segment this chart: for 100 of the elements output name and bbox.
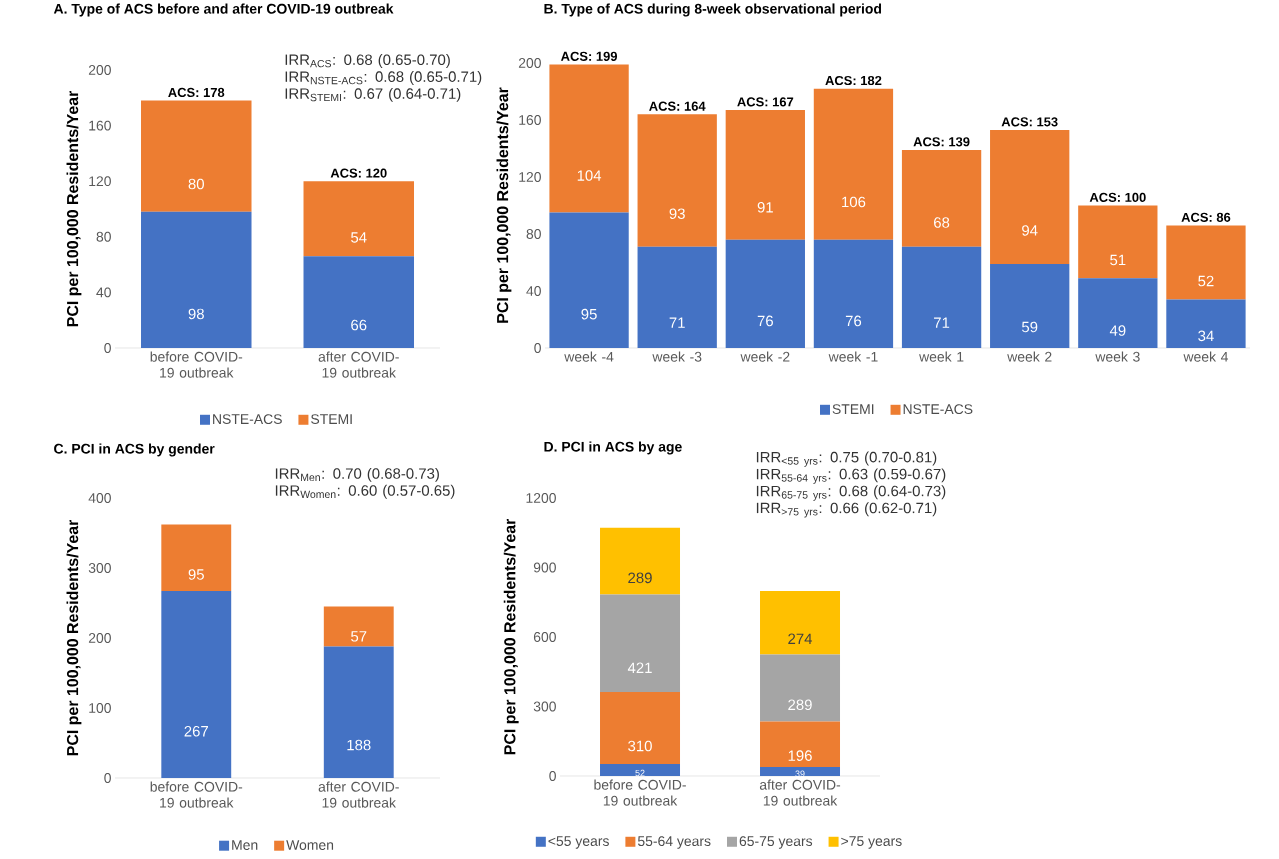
bar bbox=[990, 129, 1070, 264]
bar bbox=[549, 212, 629, 348]
bar bbox=[1166, 299, 1246, 348]
x-tick-label: before COVID-19 outbreak bbox=[150, 781, 243, 808]
data-label: 71 bbox=[669, 317, 685, 328]
total-label: ACS: 100 bbox=[1089, 192, 1146, 202]
y-tick-label: 80 bbox=[96, 231, 111, 242]
y-tick-label: 0 bbox=[104, 773, 111, 783]
annotation: IRR$_{>75 yrs}$: 0.66 (0.62-0.71) bbox=[756, 502, 937, 518]
data-label: 289 bbox=[628, 572, 652, 584]
annotation: IRR$_{STEMI}$: 0.67 (0.64-0.71) bbox=[285, 87, 461, 102]
total-label: ACS: 199 bbox=[560, 51, 617, 61]
y-tick-label: 80 bbox=[526, 229, 541, 239]
y-tick-label: 200 bbox=[88, 633, 111, 643]
bar bbox=[600, 527, 681, 595]
data-label: 59 bbox=[1021, 321, 1038, 333]
bar bbox=[901, 149, 982, 247]
y-tick-label: 40 bbox=[96, 287, 111, 298]
y-tick-label: 0 bbox=[104, 343, 111, 353]
data-label: 52 bbox=[635, 769, 645, 777]
bar bbox=[549, 64, 629, 213]
data-label: 95 bbox=[188, 569, 204, 580]
annotation: IRR$_{Women}$: 0.60 (0.57-0.65) bbox=[275, 484, 455, 499]
bar bbox=[990, 263, 1070, 348]
legend-label: STEMI bbox=[832, 404, 874, 415]
data-label: 80 bbox=[188, 178, 204, 190]
y-axis-title: PCI per 100,000 Residents/Year bbox=[66, 519, 82, 756]
total-label: ACS: 139 bbox=[913, 137, 970, 147]
data-label: 54 bbox=[351, 232, 367, 243]
bar bbox=[323, 606, 394, 647]
legend-label: STEMI bbox=[311, 414, 352, 425]
y-tick-label: 300 bbox=[533, 701, 556, 712]
x-tick-label: week -4 bbox=[564, 351, 614, 362]
x-tick-label: week 1 bbox=[919, 351, 964, 362]
text: IRR$_{55-64 yrs}$: 0.63 (0.59-0.67) bbox=[756, 468, 946, 484]
data-label: 76 bbox=[845, 315, 862, 327]
legend-label: 55-64 years bbox=[637, 836, 711, 849]
legend-label: Men bbox=[232, 840, 258, 850]
data-label: 51 bbox=[1110, 254, 1126, 266]
x-tick-label: week -3 bbox=[652, 351, 702, 362]
x-tick-label: after COVID-19 outbreak bbox=[318, 781, 399, 808]
y-tick-label: 600 bbox=[533, 632, 556, 642]
y-tick-label: 200 bbox=[518, 58, 541, 68]
y-axis-title: PCI per 100,000 Residents/Year bbox=[66, 90, 82, 327]
legend-label: <55 years bbox=[548, 836, 609, 849]
data-label: 267 bbox=[184, 725, 208, 737]
data-label: 274 bbox=[788, 633, 813, 644]
x-tick-label: week 3 bbox=[1095, 351, 1140, 362]
y-tick-label: 0 bbox=[549, 771, 556, 781]
text: IRR$_{<55 yrs}$: 0.75 (0.70-0.81) bbox=[756, 451, 937, 467]
x-tick-label: before COVID-19 outbreak bbox=[150, 351, 243, 378]
data-label: 52 bbox=[1198, 275, 1214, 287]
y-tick-label: 120 bbox=[519, 172, 541, 182]
bar bbox=[637, 114, 717, 247]
legend-label: NSTE-ACS bbox=[903, 404, 973, 415]
annotation: IRR$_{65-75 yrs}$: 0.68 (0.64-0.73) bbox=[756, 485, 946, 501]
bar bbox=[760, 591, 841, 655]
data-label: 106 bbox=[842, 196, 866, 208]
data-label: 421 bbox=[627, 662, 652, 673]
data-label: 57 bbox=[351, 631, 367, 642]
bar bbox=[303, 181, 415, 257]
bar bbox=[813, 88, 894, 240]
total-label: ACS: 182 bbox=[825, 75, 882, 86]
data-label: 39 bbox=[795, 770, 805, 777]
bar bbox=[161, 524, 232, 592]
y-tick-label: 1200 bbox=[526, 493, 556, 503]
x-tick-label: after COVID-19 outbreak bbox=[318, 351, 399, 378]
y-tick-label: 160 bbox=[519, 115, 541, 125]
bar bbox=[1078, 278, 1158, 348]
data-label: 49 bbox=[1109, 325, 1126, 336]
data-label: 95 bbox=[581, 308, 597, 320]
bar bbox=[725, 239, 805, 348]
y-tick-label: 160 bbox=[89, 120, 111, 131]
bar bbox=[141, 100, 252, 212]
data-label: 68 bbox=[934, 217, 950, 228]
legend-label: 65-75 years bbox=[739, 836, 813, 849]
y-tick-label: 120 bbox=[89, 176, 111, 187]
data-label: 98 bbox=[188, 308, 204, 320]
data-label: 76 bbox=[757, 315, 773, 327]
y-tick-label: 40 bbox=[526, 286, 541, 296]
data-label: 188 bbox=[347, 739, 371, 751]
chart-title: C. PCI in ACS by gender bbox=[54, 443, 215, 457]
bar bbox=[161, 591, 232, 778]
total-label: ACS: 167 bbox=[737, 97, 794, 107]
x-tick-label: week -2 bbox=[740, 351, 790, 362]
legend-label: >75 years bbox=[841, 836, 902, 849]
chart-title: B. Type of ACS during 8-week observational period bbox=[544, 3, 882, 17]
chart-title: D. PCI in ACS by age bbox=[544, 441, 682, 455]
bar bbox=[600, 692, 681, 764]
y-tick-label: 0 bbox=[534, 343, 541, 353]
x-tick-label: before COVID-19 outbreak bbox=[594, 779, 686, 806]
data-label: 196 bbox=[788, 750, 812, 761]
data-label: 93 bbox=[669, 208, 685, 219]
data-label: 104 bbox=[577, 170, 602, 181]
data-label: 91 bbox=[757, 201, 773, 213]
data-label: 94 bbox=[1022, 225, 1038, 236]
chart-title: A. Type of ACS before and after COVID-19 outbreak bbox=[53, 3, 394, 17]
total-label: ACS: 178 bbox=[168, 87, 225, 98]
total-label: ACS: 153 bbox=[1001, 117, 1058, 127]
bar bbox=[725, 110, 805, 240]
